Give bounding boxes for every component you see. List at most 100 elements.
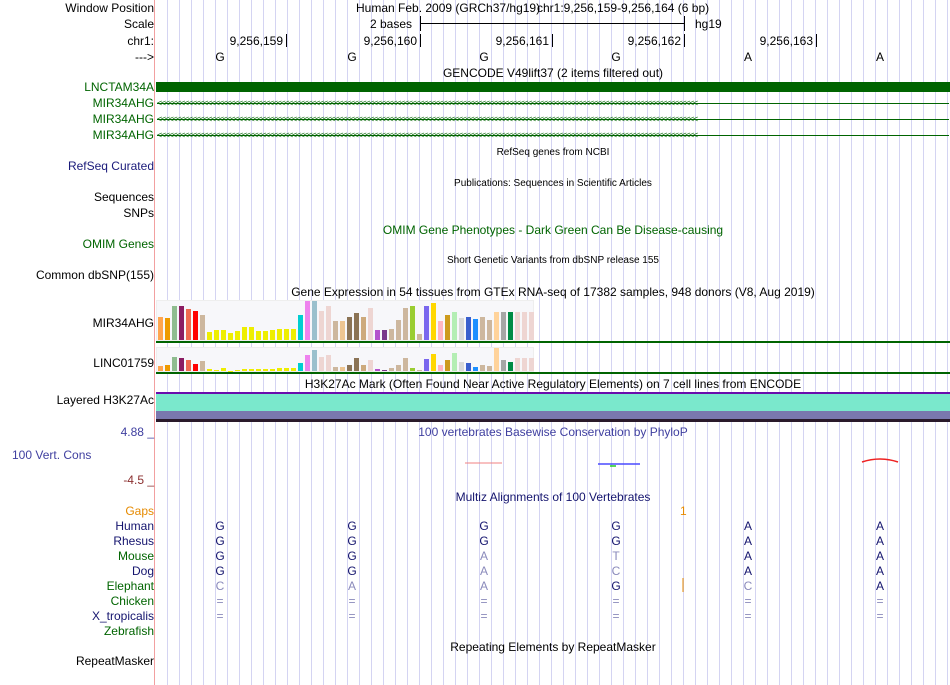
gtex-tissue-bar[interactable]	[431, 354, 436, 371]
gtex-tissue-bar[interactable]	[417, 334, 422, 340]
gtex-tissue-bar[interactable]	[214, 330, 219, 340]
phylop-track-label[interactable]: 100 Vert. Cons	[12, 448, 92, 462]
species-label-dog[interactable]: Dog	[131, 564, 154, 578]
h3k27ac-track-label[interactable]: Layered H3K27Ac	[56, 393, 154, 407]
gtex-tissue-bar[interactable]	[438, 321, 443, 340]
gtex-tissue-bar[interactable]	[459, 317, 464, 340]
gtex-tissue-bar[interactable]	[410, 306, 415, 340]
dbsnp-track-label[interactable]: Common dbSNP(155)	[35, 268, 154, 282]
gtex-tissue-bar[interactable]	[515, 312, 520, 340]
gtex-tissue-bar[interactable]	[277, 329, 282, 340]
gtex-tissue-bar[interactable]	[305, 355, 310, 371]
gtex-tissue-bar[interactable]	[256, 331, 261, 340]
gtex-tissue-bar[interactable]	[193, 311, 198, 340]
gtex-gene-label-linc01759[interactable]: LINC01759	[93, 356, 154, 370]
gtex-tissue-bar[interactable]	[158, 317, 163, 340]
gtex-tissue-bar[interactable]	[263, 369, 268, 371]
gtex-tissue-bar[interactable]	[445, 314, 450, 340]
gtex-tissue-bar[interactable]	[501, 311, 506, 340]
gtex-tissue-bar[interactable]	[522, 312, 527, 340]
gtex-tissue-bar[interactable]	[207, 332, 212, 340]
gtex-tissue-bar[interactable]	[347, 317, 352, 340]
refseq-track-label[interactable]: RefSeq Curated	[67, 159, 154, 173]
gtex-tissue-bar[interactable]	[389, 328, 394, 340]
gtex-tissue-bar[interactable]	[221, 368, 226, 371]
gtex-tissue-bar[interactable]	[389, 368, 394, 371]
gtex-tissue-bar[interactable]	[480, 317, 485, 340]
gtex-tissue-bar[interactable]	[242, 326, 247, 340]
gtex-tissue-bar[interactable]	[522, 358, 527, 371]
gtex-bars-linc01759[interactable]	[156, 347, 534, 372]
gtex-tissue-bar[interactable]	[193, 363, 198, 371]
gtex-tissue-bar[interactable]	[501, 359, 506, 371]
species-label-rhesus[interactable]: Rhesus	[113, 534, 154, 548]
gtex-tissue-bar[interactable]	[375, 329, 380, 340]
gtex-tissue-bar[interactable]	[529, 358, 534, 371]
gtex-tissue-bar[interactable]	[445, 359, 450, 371]
gtex-tissue-bar[interactable]	[214, 370, 219, 371]
gtex-tissue-bar[interactable]	[452, 311, 457, 340]
gtex-tissue-bar[interactable]	[319, 311, 324, 340]
gtex-tissue-bar[interactable]	[508, 312, 513, 340]
gtex-tissue-bar[interactable]	[270, 368, 275, 371]
gtex-tissue-bar[interactable]	[326, 355, 331, 371]
gtex-tissue-bar[interactable]	[396, 365, 401, 371]
gtex-tissue-bar[interactable]	[410, 368, 415, 371]
gtex-tissue-bar[interactable]	[200, 314, 205, 340]
gtex-tissue-bar[interactable]	[396, 320, 401, 340]
gtex-tissue-bar[interactable]	[207, 369, 212, 371]
gtex-tissue-bar[interactable]	[466, 317, 471, 340]
snps-track-label[interactable]: SNPs	[123, 206, 154, 220]
gtex-tissue-bar[interactable]	[179, 305, 184, 340]
gtex-tissue-bar[interactable]	[235, 331, 240, 340]
gtex-tissue-bar[interactable]	[424, 359, 429, 371]
gtex-tissue-bar[interactable]	[480, 364, 485, 371]
gtex-tissue-bar[interactable]	[424, 306, 429, 340]
gtex-tissue-bar[interactable]	[417, 370, 422, 371]
repeatmasker-track-label[interactable]: RepeatMasker	[75, 654, 154, 668]
gtex-tissue-bar[interactable]	[333, 367, 338, 371]
gene-mir34ahg[interactable]: <<<<<<<<<<<<<<<<<<<<<<<<<<<<<<<<<<<<<<<<…	[157, 98, 949, 108]
gtex-tissue-bar[interactable]	[487, 319, 492, 340]
gtex-tissue-bar[interactable]	[291, 368, 296, 371]
gene-lnctam34a[interactable]	[156, 82, 950, 92]
gtex-tissue-bar[interactable]	[487, 366, 492, 371]
gtex-tissue-bar[interactable]	[473, 367, 478, 371]
gtex-tissue-bar[interactable]	[172, 306, 177, 340]
gtex-gene-label-mir34ahg[interactable]: MIR34AHG	[92, 316, 154, 330]
gaps-label[interactable]: Gaps	[125, 504, 154, 518]
h3k27ac-signal[interactable]	[156, 419, 950, 422]
gtex-tissue-bar[interactable]	[179, 357, 184, 371]
gene-label-mir34ahg[interactable]: MIR34AHG	[92, 96, 154, 110]
gtex-tissue-bar[interactable]	[235, 370, 240, 371]
gtex-bars-mir34ahg[interactable]	[156, 300, 534, 341]
gtex-tissue-bar[interactable]	[291, 328, 296, 340]
gtex-tissue-bar[interactable]	[298, 315, 303, 340]
gtex-tissue-bar[interactable]	[368, 307, 373, 340]
gtex-tissue-bar[interactable]	[172, 356, 177, 371]
gtex-tissue-bar[interactable]	[368, 359, 373, 371]
gtex-tissue-bar[interactable]	[277, 368, 282, 371]
gtex-tissue-bar[interactable]	[354, 358, 359, 371]
gtex-tissue-bar[interactable]	[284, 328, 289, 340]
gtex-tissue-bar[interactable]	[452, 353, 457, 371]
gtex-tissue-bar[interactable]	[382, 370, 387, 371]
gtex-tissue-bar[interactable]	[382, 330, 387, 340]
gene-mir34ahg[interactable]: <<<<<<<<<<<<<<<<<<<<<<<<<<<<<<<<<<<<<<<<…	[157, 130, 949, 140]
gene-mir34ahg[interactable]: <<<<<<<<<<<<<<<<<<<<<<<<<<<<<<<<<<<<<<<<…	[157, 114, 949, 124]
gtex-tissue-bar[interactable]	[305, 301, 310, 340]
gtex-tissue-bar[interactable]	[529, 312, 534, 340]
gtex-tissue-bar[interactable]	[228, 333, 233, 340]
gtex-tissue-bar[interactable]	[361, 317, 366, 340]
gtex-tissue-bar[interactable]	[515, 358, 520, 371]
gtex-tissue-bar[interactable]	[340, 367, 345, 371]
gtex-tissue-bar[interactable]	[375, 369, 380, 371]
gtex-tissue-bar[interactable]	[319, 356, 324, 371]
gtex-tissue-bar[interactable]	[508, 362, 513, 371]
gtex-tissue-bar[interactable]	[494, 311, 499, 340]
h3k27ac-signal[interactable]	[156, 394, 950, 411]
gtex-tissue-bar[interactable]	[403, 307, 408, 340]
gtex-tissue-bar[interactable]	[249, 326, 254, 340]
species-label-mouse[interactable]: Mouse	[117, 549, 154, 563]
gtex-tissue-bar[interactable]	[466, 362, 471, 371]
